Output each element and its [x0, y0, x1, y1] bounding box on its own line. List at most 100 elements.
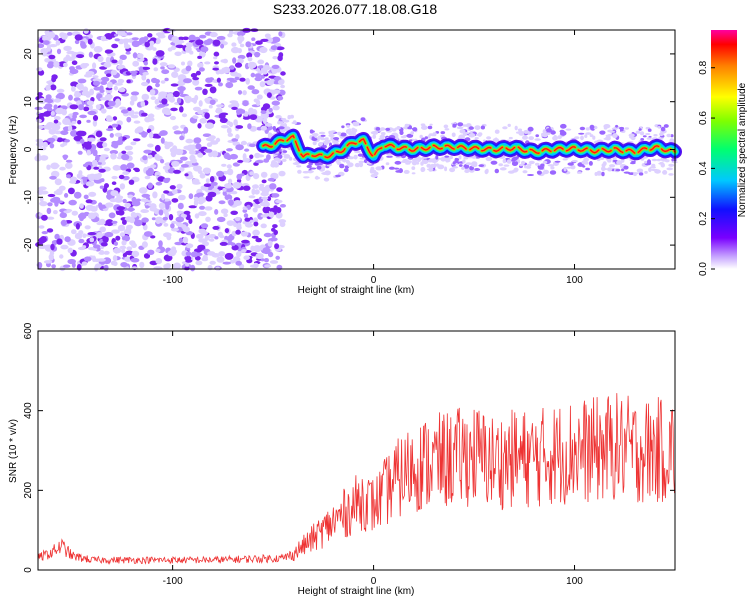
noise-speck — [234, 76, 240, 81]
noise-speck — [251, 37, 256, 41]
noise-speck — [155, 181, 163, 186]
halo-speck — [444, 128, 450, 131]
noise-speck — [113, 85, 118, 91]
noise-speck — [274, 243, 280, 250]
halo-speck — [372, 130, 379, 135]
halo-speck — [517, 128, 523, 132]
noise-speck — [199, 173, 206, 179]
noise-speck — [111, 229, 120, 234]
noise-speck — [63, 210, 71, 214]
noise-speck — [176, 97, 182, 104]
noise-speck — [73, 92, 82, 98]
noise-speck — [44, 103, 53, 109]
noise-speck — [180, 156, 188, 161]
noise-speck — [80, 41, 86, 48]
noise-speck — [118, 87, 126, 93]
noise-speck — [120, 164, 128, 171]
noise-speck — [154, 79, 161, 84]
noise-speck — [37, 92, 43, 97]
snr-series-line — [37, 393, 675, 565]
snr-x-axis-label: Height of straight line (km) — [298, 586, 415, 597]
noise-speck — [185, 261, 190, 267]
noise-speck — [205, 122, 214, 129]
noise-speck — [193, 115, 199, 119]
noise-speck — [253, 173, 260, 180]
noise-speck — [131, 37, 139, 41]
noise-speck — [230, 190, 238, 195]
noise-speck — [72, 111, 79, 116]
noise-speck — [97, 55, 104, 63]
noise-speck — [179, 135, 185, 141]
halo-speck — [403, 169, 410, 174]
noise-speck — [204, 61, 211, 65]
noise-speck — [167, 64, 176, 69]
noise-speck — [141, 81, 149, 87]
noise-speck — [216, 77, 221, 83]
noise-speck — [234, 62, 243, 68]
noise-speck — [205, 77, 213, 83]
noise-speck — [39, 236, 47, 243]
noise-speck — [183, 145, 192, 150]
noise-speck — [73, 135, 83, 141]
noise-speck — [158, 132, 165, 136]
noise-speck — [106, 128, 114, 132]
halo-speck — [379, 134, 386, 139]
noise-speck — [216, 256, 225, 263]
halo-speck — [375, 166, 383, 171]
noise-speck — [134, 127, 144, 133]
noise-speck — [104, 33, 113, 40]
noise-speck — [53, 210, 58, 215]
noise-speck — [155, 248, 161, 253]
noise-speck — [113, 241, 118, 246]
noise-speck — [194, 94, 199, 101]
halo-speck — [282, 118, 287, 122]
noise-speck — [138, 66, 144, 73]
noise-speck — [198, 100, 203, 107]
halo-speck — [522, 135, 528, 140]
noise-speck — [242, 116, 251, 120]
noise-speck — [67, 32, 73, 36]
spectrogram-x-ticks: -100 0 100 — [163, 30, 583, 286]
noise-speck — [125, 250, 134, 256]
noise-speck — [259, 46, 268, 54]
noise-speck — [262, 201, 270, 208]
noise-speck — [125, 51, 131, 55]
noise-speck — [123, 40, 128, 47]
noise-speck — [71, 120, 77, 125]
colorbar: 0.0 0.2 0.4 0.6 0.8 Normalized spectral ampl… — [698, 30, 748, 276]
noise-speck — [171, 160, 180, 167]
halo-speck — [386, 153, 393, 157]
noise-speck — [217, 231, 223, 238]
noise-speck — [76, 54, 85, 59]
noise-speck — [109, 150, 119, 155]
halo-speck — [657, 126, 661, 129]
noise-speck — [60, 244, 69, 250]
noise-speck — [96, 232, 103, 239]
noise-speck — [85, 199, 93, 204]
noise-speck — [50, 84, 57, 91]
noise-speck — [280, 84, 285, 89]
halo-speck — [576, 171, 582, 174]
noise-speck — [261, 179, 267, 184]
noise-speck — [141, 132, 148, 138]
noise-speck — [48, 54, 56, 60]
halo-speck — [420, 123, 426, 126]
noise-speck — [74, 39, 80, 45]
noise-speck — [167, 250, 176, 257]
halo-speck — [471, 163, 478, 168]
halo-speck — [578, 132, 585, 135]
noise-speck — [56, 88, 65, 93]
noise-speck — [108, 212, 116, 219]
noise-speck — [70, 56, 75, 61]
halo-speck — [287, 115, 292, 120]
noise-speck — [78, 230, 84, 235]
noise-speck — [253, 262, 259, 269]
noise-speck — [38, 186, 47, 191]
halo-speck — [324, 139, 330, 144]
noise-speck — [64, 236, 71, 243]
noise-speck — [252, 207, 258, 213]
noise-speck — [173, 262, 182, 270]
spectrogram-x-axis-label: Height of straight line (km) — [298, 285, 415, 296]
halo-speck — [408, 160, 412, 164]
noise-speck — [242, 90, 247, 96]
